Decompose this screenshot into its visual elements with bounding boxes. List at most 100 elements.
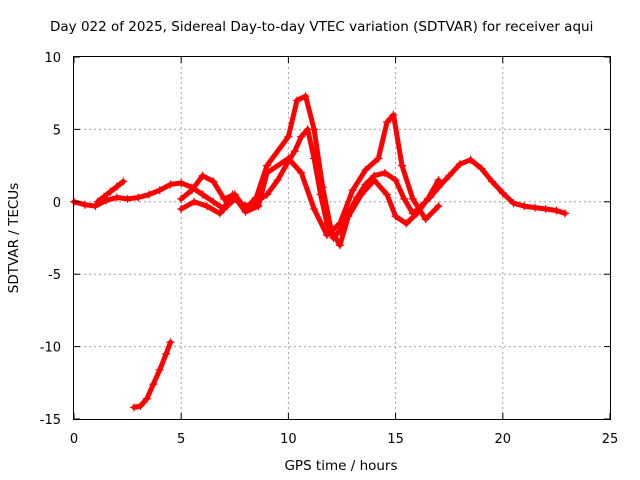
- data-point: [155, 365, 164, 374]
- data-point: [112, 182, 121, 191]
- data-point: [202, 202, 211, 211]
- data-point: [400, 194, 409, 203]
- data-point: [93, 197, 102, 206]
- y-tick-label: 10: [44, 51, 61, 66]
- data-point: [155, 186, 164, 195]
- data-point: [488, 177, 497, 186]
- data-point: [91, 202, 100, 211]
- data-point: [552, 206, 561, 215]
- data-point: [130, 403, 139, 412]
- data-point: [100, 192, 109, 201]
- series-main-track-c: [177, 110, 443, 240]
- series-ramp-segment: [93, 177, 128, 206]
- data-point: [541, 205, 550, 214]
- data-point: [380, 168, 389, 177]
- data-point: [402, 219, 411, 228]
- data-point: [123, 194, 132, 203]
- data-point: [209, 177, 218, 186]
- series-line: [71, 126, 568, 241]
- data-point: [162, 349, 171, 358]
- x-tick-label: 5: [177, 432, 185, 447]
- data-point: [421, 215, 430, 224]
- data-point: [262, 168, 271, 177]
- data-point: [262, 190, 271, 199]
- data-point: [335, 219, 344, 228]
- y-tick-label: -10: [40, 341, 61, 356]
- data-point: [209, 197, 218, 206]
- data-point: [177, 194, 186, 203]
- x-tick-label: 25: [602, 432, 619, 447]
- data-point: [322, 231, 331, 240]
- data-point: [455, 160, 464, 169]
- y-tick-label: 0: [53, 196, 61, 211]
- data-point: [198, 171, 207, 180]
- data-point: [361, 165, 370, 174]
- series-group: [70, 92, 569, 412]
- data-point: [335, 241, 344, 250]
- series-low-segment: [130, 338, 175, 412]
- data-point: [520, 202, 529, 211]
- data-point: [177, 178, 186, 187]
- data-point: [290, 147, 299, 156]
- y-axis-label: SDTVAR / TECUs: [6, 183, 22, 293]
- data-point: [383, 118, 392, 127]
- data-point: [383, 190, 392, 199]
- data-point: [241, 207, 250, 216]
- data-point: [530, 203, 539, 212]
- data-point: [80, 200, 89, 209]
- data-point: [348, 186, 357, 195]
- data-point: [560, 209, 569, 218]
- data-point: [391, 176, 400, 185]
- chart-title: Day 022 of 2025, Sidereal Day-to-day VTE…: [50, 19, 593, 35]
- data-point: [106, 187, 115, 196]
- y-tick-label: 5: [53, 123, 61, 138]
- data-point: [142, 394, 151, 403]
- data-point: [434, 176, 443, 185]
- data-point: [228, 190, 237, 199]
- data-point: [466, 155, 475, 164]
- data-point: [273, 176, 282, 185]
- x-tick-label: 20: [495, 432, 512, 447]
- data-point: [423, 194, 432, 203]
- data-point: [198, 190, 207, 199]
- data-point: [292, 96, 301, 105]
- data-point: [344, 212, 353, 221]
- data-point: [134, 193, 143, 202]
- data-point: [445, 171, 454, 180]
- data-point: [498, 189, 507, 198]
- data-point: [145, 190, 154, 199]
- data-point: [119, 177, 128, 186]
- series-line: [178, 112, 441, 238]
- data-point: [477, 164, 486, 173]
- y-tick-label: -15: [40, 413, 61, 428]
- data-point: [301, 92, 310, 101]
- data-point: [408, 194, 417, 203]
- data-point: [166, 180, 175, 189]
- y-tick-label: -5: [48, 268, 61, 283]
- data-point: [297, 168, 306, 177]
- data-point: [509, 199, 518, 208]
- data-point: [389, 110, 398, 119]
- x-tick-label: 0: [70, 432, 78, 447]
- series-line: [131, 339, 173, 410]
- data-point: [310, 205, 319, 214]
- data-point: [284, 132, 293, 141]
- data-point: [391, 212, 400, 221]
- data-point: [434, 202, 443, 211]
- data-point: [190, 197, 199, 206]
- data-point: [357, 190, 366, 199]
- axis-ticks: 0 5 10 15 20 25 -15 -10 -5 0 5 10: [40, 51, 619, 447]
- data-point: [374, 154, 383, 163]
- data-point: [136, 401, 145, 410]
- data-point: [166, 338, 175, 347]
- data-point: [215, 209, 224, 218]
- data-point: [310, 125, 319, 134]
- data-point: [318, 183, 327, 192]
- data-point: [149, 380, 158, 389]
- data-point: [187, 186, 196, 195]
- data-point: [297, 132, 306, 141]
- data-point: [370, 176, 379, 185]
- data-point: [398, 161, 407, 170]
- series-line: [178, 93, 441, 248]
